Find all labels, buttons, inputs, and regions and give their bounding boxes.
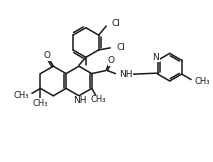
Text: O: O	[44, 52, 51, 60]
Text: N: N	[152, 53, 159, 62]
Text: NH: NH	[73, 96, 87, 105]
Text: CH₃: CH₃	[33, 99, 48, 108]
Text: CH₃: CH₃	[90, 95, 106, 104]
Text: Cl: Cl	[116, 43, 125, 52]
Text: NH: NH	[119, 70, 133, 79]
Text: CH₃: CH₃	[195, 77, 210, 87]
Text: CH₃: CH₃	[13, 91, 29, 100]
Text: O: O	[108, 56, 115, 65]
Text: Cl: Cl	[111, 19, 120, 28]
